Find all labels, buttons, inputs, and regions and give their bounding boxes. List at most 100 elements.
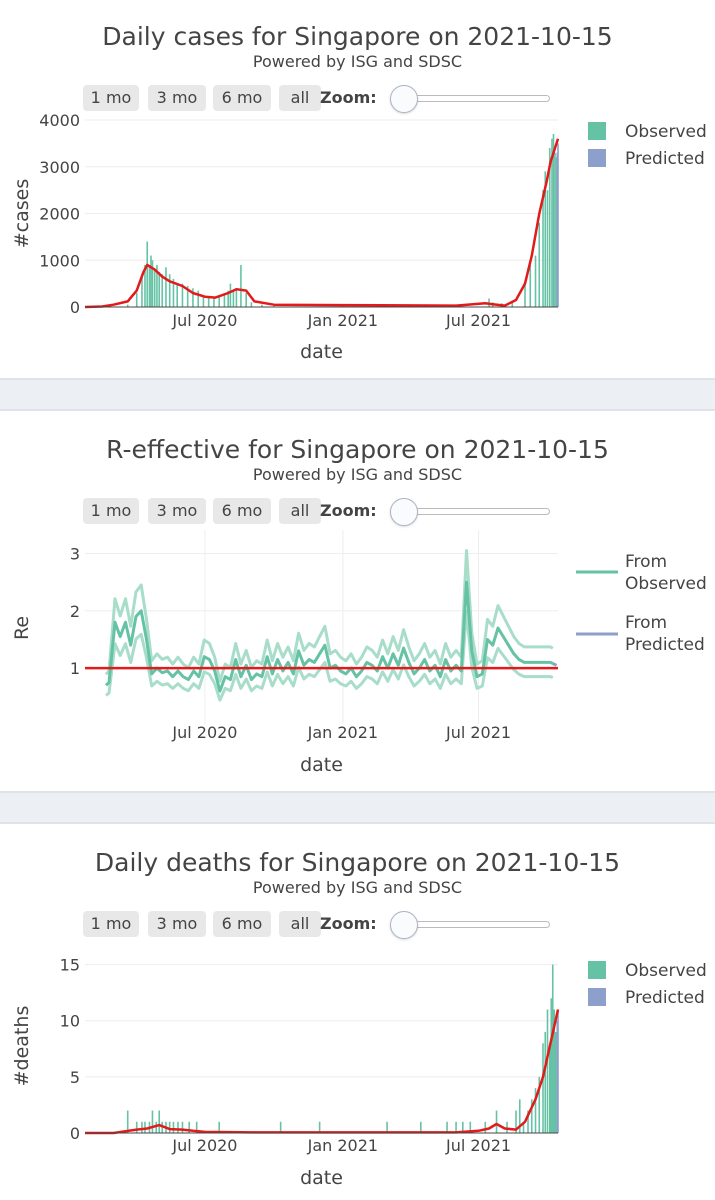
range-3mo-button[interactable]: 3 mo: [148, 498, 206, 524]
observed-bar: [548, 148, 551, 307]
observed-bar: [250, 302, 253, 307]
x-axis-title: date: [300, 341, 343, 363]
zoom-label: Zoom:: [320, 88, 377, 107]
observed-bar: [144, 1121, 146, 1133]
observed-bar: [534, 255, 537, 307]
x-tick-label: Jul 2021: [445, 723, 511, 742]
y-tick-label: 4000: [39, 111, 80, 130]
observed-bar: [550, 998, 553, 1133]
range-6mo-button[interactable]: 6 mo: [213, 498, 271, 524]
observed-bar: [144, 264, 146, 307]
observed-bar: [126, 304, 129, 307]
re-upper-bound: [104, 549, 554, 683]
x-axis-title: date: [300, 1167, 343, 1189]
x-axis-title: date: [300, 754, 343, 776]
legend-swatch-predicted: [588, 149, 606, 167]
re-lower-bound: [105, 609, 554, 702]
observed-bar: [135, 1121, 138, 1133]
legend-label-predicted: From Predicted: [625, 613, 705, 655]
x-tick-label: Jul 2020: [171, 723, 237, 742]
fit-line: [85, 1009, 560, 1135]
observed-bar: [227, 290, 229, 307]
observed-bar: [148, 264, 151, 307]
observed-bar: [240, 264, 242, 307]
legend-swatch-predicted: [588, 988, 606, 1006]
legend-label-predicted: Predicted: [625, 149, 705, 169]
observed-bar: [469, 1121, 472, 1133]
observed-bar: [462, 1121, 464, 1133]
observed-bar: [213, 298, 215, 307]
observed-bar: [542, 190, 544, 307]
zoom-slider-knob[interactable]: [390, 85, 418, 113]
y-tick-label: 10: [60, 1012, 80, 1031]
legend-swatch-observed: [588, 961, 606, 979]
observed-bar: [158, 271, 161, 307]
observed-bar: [544, 171, 547, 307]
range-1mo-button[interactable]: 1 mo: [83, 85, 139, 111]
zoom-label: Zoom:: [320, 501, 377, 520]
observed-bar: [151, 1110, 154, 1133]
observed-bar: [150, 255, 152, 307]
observed-bar: [522, 1121, 525, 1133]
observed-bar: [161, 274, 164, 307]
range-3mo-button[interactable]: 3 mo: [148, 911, 206, 937]
zoom-slider-knob[interactable]: [390, 498, 418, 526]
range-3mo-button[interactable]: 3 mo: [148, 85, 206, 111]
observed-bar: [186, 285, 189, 307]
range-1mo-button[interactable]: 1 mo: [83, 911, 139, 937]
observed-bar: [141, 1121, 143, 1133]
observed-bar: [546, 1009, 549, 1133]
observed-bar: [455, 1121, 457, 1133]
observed-bar: [218, 1121, 220, 1133]
x-tick-label: Jul 2021: [445, 1136, 511, 1155]
observed-bar: [126, 1110, 129, 1133]
y-tick-label: 0: [70, 298, 80, 317]
reffective-panel: R-effective for Singapore on 2021-10-15 …: [0, 411, 715, 791]
range-all-button[interactable]: all: [279, 911, 321, 937]
y-tick-label: 0: [70, 1124, 80, 1143]
zoom-slider-knob[interactable]: [390, 911, 418, 939]
observed-bar: [168, 1121, 171, 1133]
observed-bar: [538, 1076, 541, 1133]
observed-bar: [318, 1121, 321, 1133]
observed-bar: [446, 1121, 448, 1133]
range-6mo-button[interactable]: 6 mo: [213, 85, 271, 111]
legend-swatch-observed: [588, 122, 606, 140]
observed-bar: [235, 288, 238, 307]
fit-line: [84, 138, 560, 309]
observed-bar: [172, 1121, 175, 1133]
observed-bar: [420, 1121, 422, 1133]
observed-bar: [229, 283, 232, 307]
x-tick-label: Jul 2020: [171, 1136, 237, 1155]
cases-chart: 0 1000 2000 3000 4000 Jul 2020 Jan 2021 Jul 202…: [11, 111, 707, 363]
observed-bar: [155, 1121, 158, 1133]
observed-bar: [553, 1009, 556, 1133]
chart-subtitle: Powered by ISG and SDSC: [252, 52, 463, 71]
observed-bar: [181, 283, 184, 307]
y-axis-title: #deaths: [11, 1006, 33, 1087]
y-tick-label: 5: [70, 1068, 80, 1087]
y-tick-label: 15: [60, 956, 80, 975]
observed-bar: [135, 292, 138, 307]
observed-bar: [530, 1099, 533, 1133]
observed-bar: [386, 1121, 388, 1133]
observed-bar: [223, 292, 226, 307]
range-all-button[interactable]: all: [279, 85, 321, 111]
cases-panel: Daily cases for Singapore on 2021-10-15 …: [0, 0, 715, 378]
range-6mo-button[interactable]: 6 mo: [213, 911, 271, 937]
zoom-label: Zoom:: [320, 914, 377, 933]
range-all-button[interactable]: all: [279, 498, 321, 524]
chart-title: R-effective for Singapore on 2021-10-15: [106, 435, 609, 464]
observed-bar: [484, 1121, 487, 1133]
y-tick-label: 2000: [39, 205, 80, 224]
legend-label-observed: From Observed: [625, 552, 707, 594]
x-tick-label: Jul 2020: [171, 311, 237, 330]
legend-label-observed: Observed: [625, 122, 707, 142]
range-1mo-button[interactable]: 1 mo: [83, 498, 139, 524]
observed-bar: [524, 283, 526, 307]
deaths-panel: Daily deaths for Singapore on 2021-10-15…: [0, 824, 715, 1200]
x-tick-label: Jan 2021: [307, 311, 378, 330]
predicted-bar: [557, 1009, 559, 1133]
observed-bar: [165, 267, 167, 307]
observed-bar: [197, 290, 199, 307]
